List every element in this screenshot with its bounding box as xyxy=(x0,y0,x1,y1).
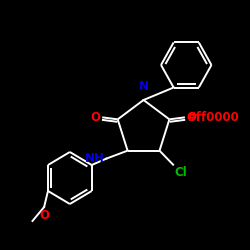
Text: Cl: Cl xyxy=(174,166,187,179)
Text: #ff0000: #ff0000 xyxy=(186,111,238,124)
Text: O: O xyxy=(187,111,197,124)
Text: O: O xyxy=(90,111,100,124)
Text: N: N xyxy=(138,80,148,93)
Text: O: O xyxy=(39,209,49,222)
Text: NH: NH xyxy=(84,152,104,165)
